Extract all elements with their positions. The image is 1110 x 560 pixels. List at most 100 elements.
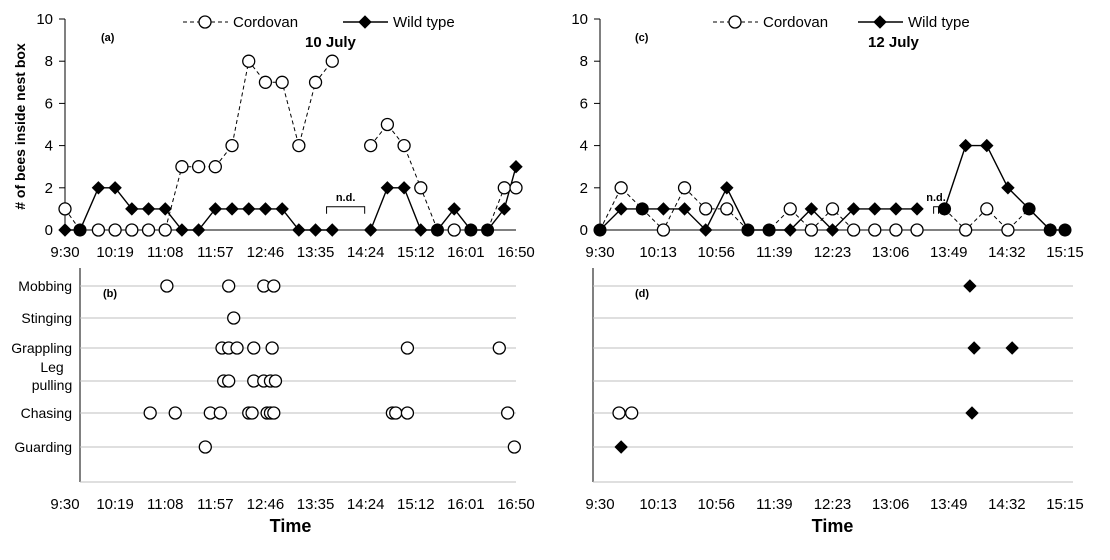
cordovan-point <box>258 75 273 89</box>
wild-point <box>677 202 692 216</box>
cordovan-point <box>208 160 222 174</box>
behaviour-point-wild <box>1005 341 1019 355</box>
behaviour-point-cordovan <box>245 406 259 420</box>
behaviour-point-cordovan <box>625 406 639 420</box>
panel-c-nest-count: 0 2 4 6 8 10 9:30 10:13 10:56 11:39 12:23 13:06 13:4… <box>571 11 1083 261</box>
x-tick-label: 12:23 <box>814 496 852 513</box>
series-cordovan-line <box>64 60 333 231</box>
x-tick-label: 13:49 <box>930 496 968 513</box>
wild-point <box>363 223 378 237</box>
behaviour-point-cordovan <box>222 279 236 293</box>
series-wild-line <box>370 166 517 231</box>
x-tick-label: 12:46 <box>247 244 285 261</box>
x-tick-label: 10:56 <box>697 244 735 261</box>
category-label: Guarding <box>14 439 72 455</box>
x-tick-label: 13:49 <box>930 244 968 261</box>
cordovan-point-overlap <box>635 202 649 216</box>
wild-point <box>720 181 734 195</box>
cordovan-point <box>804 223 819 237</box>
cordovan-point <box>447 223 461 237</box>
x-tick-label: 16:01 <box>447 244 485 261</box>
cordovan-point <box>175 160 189 174</box>
category-label: Grappling <box>11 340 72 356</box>
wild-point <box>125 202 139 216</box>
cordovan-point <box>509 181 523 195</box>
cordovan-point-overlap <box>1058 223 1072 237</box>
y-tick-label: 6 <box>580 95 588 112</box>
behaviour-point-cordovan <box>492 341 506 355</box>
series-cordovan-line <box>370 123 516 231</box>
cordovan-point <box>910 223 924 237</box>
cordovan-point <box>91 223 106 237</box>
cordovan-point <box>1001 223 1015 237</box>
wild-point <box>225 202 239 216</box>
cordovan-point <box>868 223 882 237</box>
behaviour-point-cordovan <box>227 311 241 325</box>
behaviour-point-cordovan <box>400 341 415 355</box>
y-tick-label: 0 <box>45 222 53 239</box>
cordovan-point <box>58 202 72 216</box>
cordovan-point <box>308 75 323 89</box>
panel-label: (d) <box>635 288 649 300</box>
wild-point <box>208 202 223 216</box>
wild-point <box>825 223 840 237</box>
x-tick-label: 15:12 <box>397 244 435 261</box>
x-tick-label: 12:46 <box>247 496 285 513</box>
behaviour-point-cordovan <box>507 440 521 454</box>
behaviour-point-wild <box>963 279 977 293</box>
nd-label: n.d. <box>926 192 946 204</box>
wild-point <box>958 138 973 153</box>
x-tick-label: 11:08 <box>147 244 183 261</box>
x-tick-label: 15:15 <box>1046 244 1084 261</box>
behaviour-point-cordovan <box>265 341 279 355</box>
x-tick-label: 13:06 <box>872 496 910 513</box>
wild-point <box>1001 181 1015 195</box>
behaviour-point-cordovan <box>168 406 182 420</box>
wild-point <box>242 202 256 216</box>
x-tick-label: 14:24 <box>347 244 385 261</box>
wild-point <box>175 223 189 237</box>
x-tick-label: 11:08 <box>147 496 183 513</box>
wild-point <box>889 202 903 216</box>
x-tick-label: 11:57 <box>197 496 233 513</box>
cordovan-point <box>783 202 797 216</box>
x-tick-label: 14:32 <box>988 496 1026 513</box>
wild-point <box>868 202 882 216</box>
behaviour-point-cordovan <box>389 406 403 420</box>
panel-label: (c) <box>635 32 649 44</box>
cordovan-point-overlap <box>464 223 478 237</box>
legend-wild-marker <box>873 15 887 29</box>
y-tick-label: 4 <box>580 138 588 155</box>
category-label: Stinging <box>21 310 72 326</box>
behaviour-point-cordovan <box>268 374 283 388</box>
cordovan-point <box>225 138 239 153</box>
legend-wild-label: Wild type <box>908 14 970 31</box>
y-tick-label: 2 <box>45 180 53 197</box>
wild-point <box>910 202 924 216</box>
cordovan-point-overlap <box>741 223 755 237</box>
wild-point <box>91 181 106 195</box>
panel-label: (b) <box>103 288 117 300</box>
y-tick-label: 0 <box>580 222 588 239</box>
x-tick-label: 16:01 <box>447 496 485 513</box>
legend-wild-marker <box>358 15 372 29</box>
category-label: Chasing <box>21 405 72 421</box>
x-tick-label: 11:39 <box>756 496 792 513</box>
x-tick-label: 10:13 <box>639 496 677 513</box>
cordovan-point <box>275 75 289 89</box>
behaviour-point-cordovan <box>213 406 227 420</box>
cordovan-point <box>889 223 903 237</box>
x-tick-label: 12:23 <box>814 244 852 261</box>
cordovan-point <box>699 202 713 216</box>
behaviour-point-wild <box>965 406 979 420</box>
y-axis-label: # of bees inside nest box <box>12 43 28 210</box>
cordovan-point-overlap <box>1022 202 1036 216</box>
cordovan-point <box>158 223 172 237</box>
cordovan-point <box>364 138 378 153</box>
cordovan-point <box>846 223 861 237</box>
y-tick-label: 8 <box>580 53 588 70</box>
cordovan-point-overlap <box>73 223 87 237</box>
wild-point <box>141 202 156 216</box>
